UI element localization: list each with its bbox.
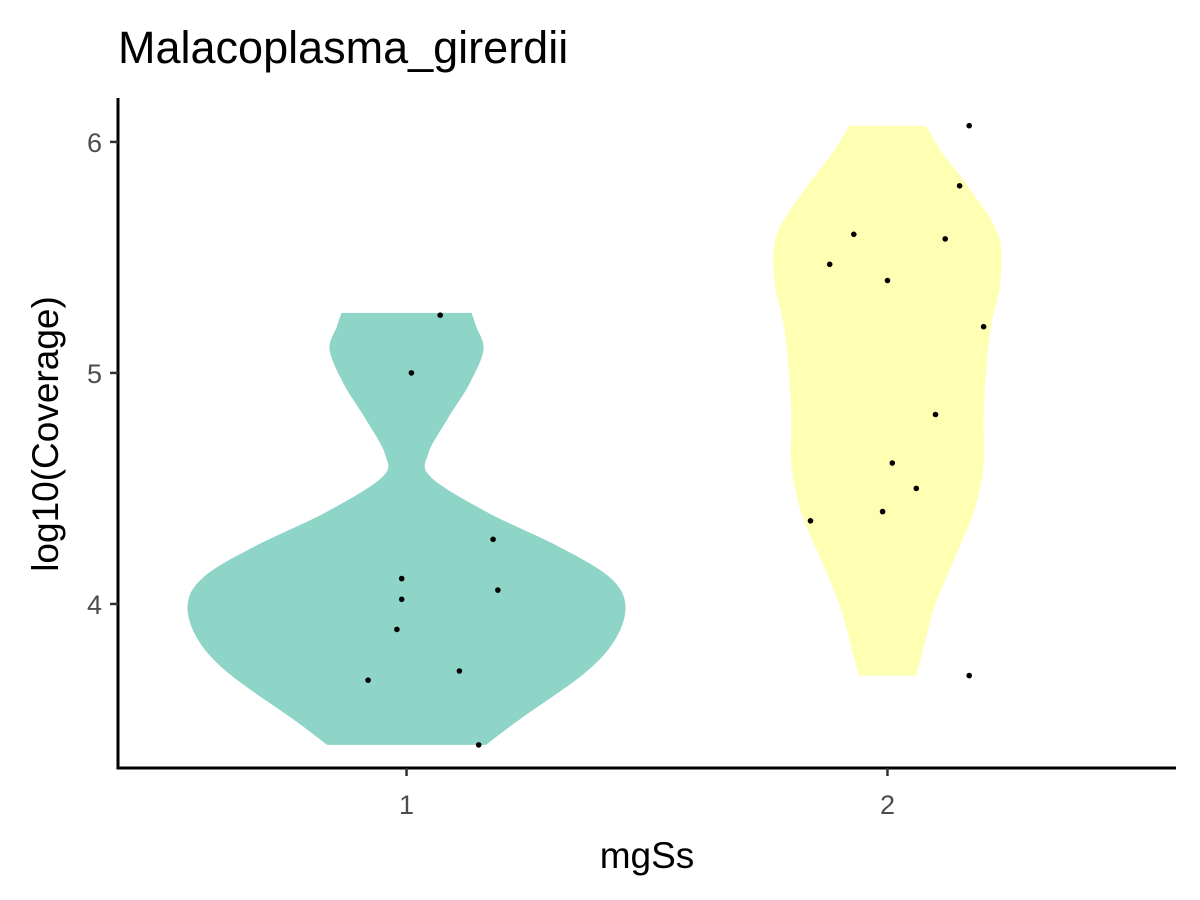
y-tick-label-4: 4 bbox=[87, 590, 102, 620]
y-axis-title: log10(Coverage) bbox=[25, 296, 66, 572]
data-point-1-0 bbox=[365, 677, 371, 683]
violin-1 bbox=[187, 312, 626, 745]
data-point-1-2 bbox=[456, 668, 463, 674]
chart-title: Malacoplasma_girerdii bbox=[118, 22, 568, 73]
data-point-2-14 bbox=[889, 460, 896, 466]
data-point-2-15 bbox=[932, 411, 939, 418]
data-point-1-8 bbox=[408, 370, 415, 376]
data-point-2-22 bbox=[966, 122, 972, 129]
data-point-2-18 bbox=[826, 261, 833, 268]
data-point-2-11 bbox=[807, 518, 814, 524]
x-axis-title: mgSs bbox=[600, 835, 695, 876]
data-point-2-13 bbox=[913, 485, 920, 492]
y-tick-label-6: 6 bbox=[87, 128, 102, 158]
data-point-1-4 bbox=[398, 596, 405, 603]
data-point-2-10 bbox=[966, 672, 972, 679]
y-axis-ticks: 4 5 6 bbox=[87, 128, 118, 620]
data-point-1-6 bbox=[495, 587, 501, 593]
x-tick-label-2: 2 bbox=[880, 790, 895, 820]
data-point-1-5 bbox=[398, 575, 405, 582]
data-point-2-20 bbox=[942, 236, 948, 242]
data-point-2-16 bbox=[980, 323, 987, 330]
data-point-1-1 bbox=[475, 742, 482, 748]
data-point-2-17 bbox=[884, 277, 891, 284]
data-point-2-12 bbox=[879, 508, 886, 515]
violins-layer bbox=[187, 125, 1002, 745]
data-point-2-21 bbox=[956, 183, 963, 189]
data-point-1-7 bbox=[490, 536, 496, 543]
x-tick-label-1: 1 bbox=[399, 790, 414, 820]
data-point-1-9 bbox=[437, 312, 444, 319]
data-point-2-19 bbox=[851, 231, 857, 238]
data-point-1-3 bbox=[394, 626, 400, 633]
y-tick-label-5: 5 bbox=[87, 359, 102, 389]
points-layer bbox=[365, 122, 987, 748]
violin-2 bbox=[773, 125, 1002, 676]
